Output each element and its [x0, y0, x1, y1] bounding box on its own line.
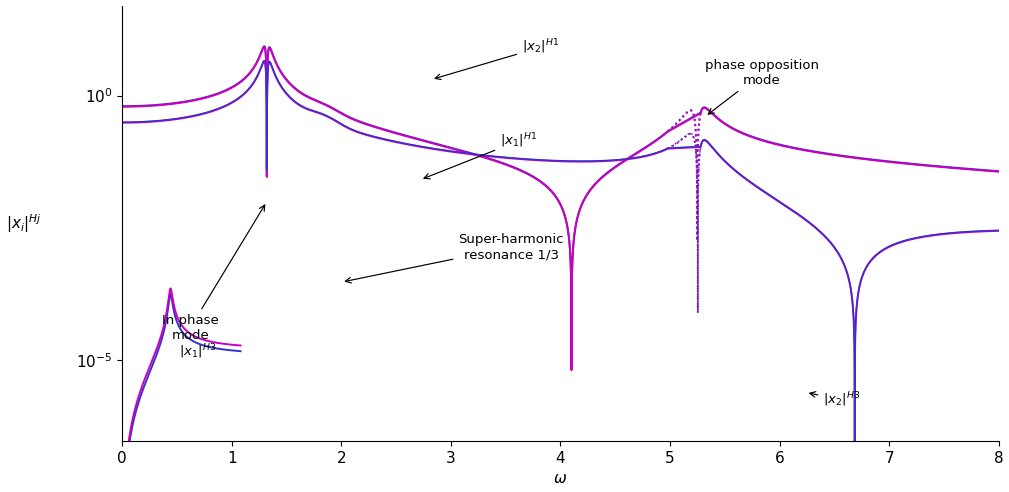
Text: $|x_1|^{H1}$: $|x_1|^{H1}$	[424, 131, 538, 179]
Text: Super-harmonic
resonance 1/3: Super-harmonic resonance 1/3	[345, 233, 564, 283]
Y-axis label: $|x_i|^{Hj}$: $|x_i|^{Hj}$	[6, 212, 41, 235]
Text: In phase
mode: In phase mode	[161, 205, 264, 342]
Text: phase opposition
mode: phase opposition mode	[705, 59, 819, 114]
Text: $|x_1|^{H3}$: $|x_1|^{H3}$	[180, 343, 217, 362]
X-axis label: $\omega$: $\omega$	[553, 471, 567, 487]
Text: $|x_2|^{H1}$: $|x_2|^{H1}$	[435, 38, 559, 80]
Text: $|x_2|^{H3}$: $|x_2|^{H3}$	[810, 391, 861, 409]
